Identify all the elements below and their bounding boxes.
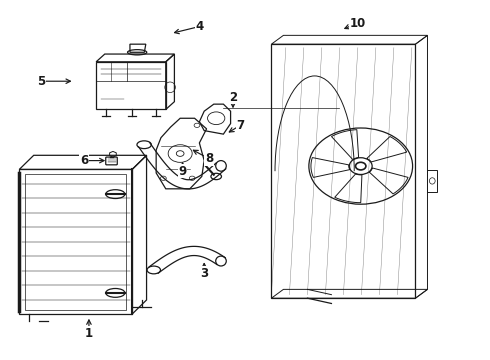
Text: 5: 5 bbox=[37, 75, 45, 88]
Text: 3: 3 bbox=[200, 267, 208, 280]
Text: 6: 6 bbox=[80, 154, 88, 167]
Text: 10: 10 bbox=[350, 17, 366, 30]
Text: 4: 4 bbox=[195, 20, 203, 33]
Text: 2: 2 bbox=[229, 91, 237, 104]
Text: 8: 8 bbox=[205, 152, 213, 165]
Text: 1: 1 bbox=[85, 327, 93, 340]
Text: 7: 7 bbox=[236, 119, 244, 132]
Text: 9: 9 bbox=[178, 165, 187, 178]
